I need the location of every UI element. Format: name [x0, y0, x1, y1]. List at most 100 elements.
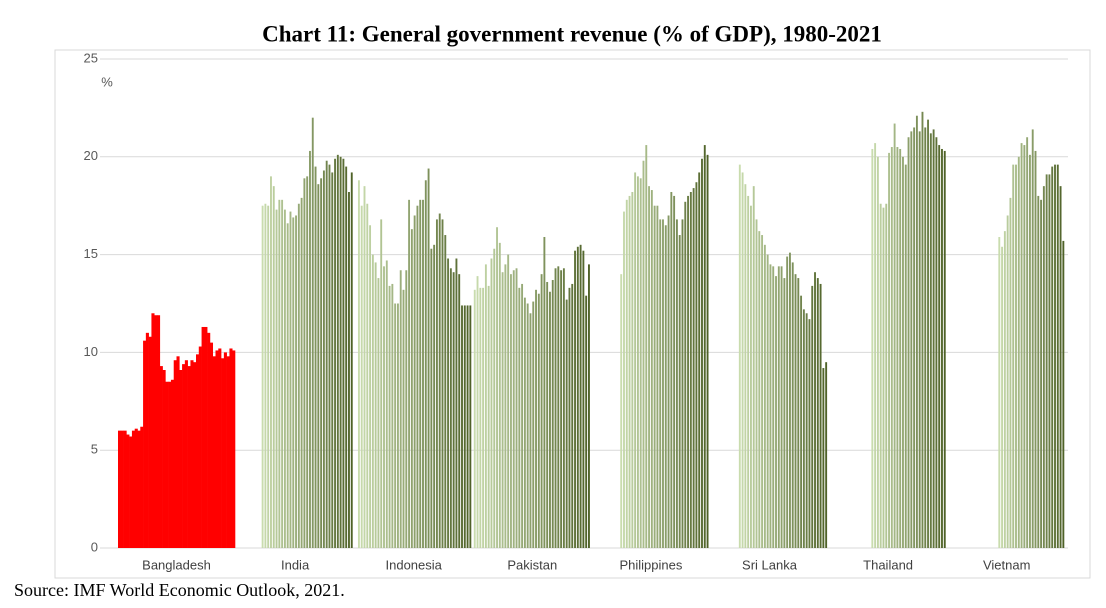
bar: [292, 217, 295, 548]
bar: [317, 184, 320, 548]
bar: [374, 262, 377, 548]
bar: [758, 231, 761, 549]
bar: [311, 117, 314, 549]
chart-frame: [54, 49, 1091, 579]
bar: [229, 348, 233, 548]
bar: [134, 428, 138, 548]
bar: [915, 115, 918, 548]
bar: [631, 192, 634, 548]
bar: [653, 205, 656, 548]
chart-title: Chart 11: General government revenue (% …: [262, 21, 882, 46]
x-tick-label: India: [281, 557, 310, 572]
bar: [320, 178, 323, 549]
bar: [811, 285, 814, 548]
bar: [184, 360, 188, 548]
bar: [371, 254, 374, 548]
bar: [348, 192, 350, 548]
bar: [498, 242, 501, 548]
bar: [579, 244, 582, 548]
bar: [461, 305, 463, 548]
bar: [935, 137, 938, 549]
bar: [336, 154, 339, 548]
bar: [123, 430, 127, 548]
source: Source: IMF World Economic Outlook, 2021…: [14, 580, 345, 600]
bar: [466, 305, 469, 548]
y-tick-label: 10: [84, 344, 98, 359]
bar: [455, 258, 458, 548]
bar: [261, 205, 264, 548]
bar: [215, 350, 219, 548]
bar: [687, 195, 689, 549]
bar: [701, 158, 703, 549]
bar: [405, 270, 408, 548]
bar: [1031, 129, 1034, 548]
y-tick-label: 20: [84, 148, 98, 163]
bar: [487, 285, 490, 548]
x-tick-label: Pakistan: [507, 557, 557, 572]
bar: [576, 246, 579, 548]
bar: [941, 148, 943, 548]
bar: [444, 235, 447, 549]
bar: [893, 123, 896, 548]
bar: [634, 172, 637, 548]
bar: [766, 254, 769, 548]
bar: [698, 172, 701, 548]
bar: [695, 182, 698, 548]
bar: [143, 340, 147, 548]
bar: [272, 186, 275, 548]
bar: [173, 360, 177, 548]
bar: [902, 156, 904, 549]
bar: [703, 145, 706, 548]
bar: [278, 199, 281, 548]
bar: [1026, 137, 1029, 549]
bar: [924, 127, 927, 549]
bar: [543, 236, 546, 548]
bar: [879, 203, 882, 548]
bar: [410, 229, 413, 548]
bar: [761, 235, 764, 549]
x-tick-label: Indonesia: [386, 557, 443, 572]
bar: [623, 211, 625, 548]
bar: [628, 195, 631, 549]
bar: [789, 252, 791, 549]
bar: [763, 244, 766, 548]
bar: [667, 215, 670, 549]
bar: [218, 348, 222, 548]
bar: [1051, 166, 1054, 548]
bar: [345, 166, 348, 548]
bar: [360, 205, 363, 548]
bar: [283, 209, 286, 548]
bar: [187, 366, 191, 548]
bar: [549, 291, 551, 548]
bar: [783, 278, 786, 548]
bar: [1006, 215, 1009, 549]
bar: [932, 129, 935, 548]
bar: [289, 211, 292, 548]
bar: [794, 274, 797, 548]
bar: [822, 368, 825, 548]
bar: [938, 145, 941, 548]
bar: [523, 297, 526, 548]
bar: [535, 289, 537, 548]
bar: [441, 219, 444, 548]
bar: [476, 276, 479, 548]
bar: [1042, 186, 1045, 548]
bar: [394, 303, 397, 548]
bar: [482, 287, 485, 548]
bar: [998, 236, 1001, 548]
bar: [904, 164, 907, 548]
bar: [585, 295, 588, 548]
bar: [625, 199, 628, 548]
bar: [1045, 174, 1048, 549]
bar: [339, 156, 342, 549]
bar: [366, 203, 369, 548]
bar: [408, 199, 411, 548]
bar: [264, 203, 267, 548]
bar: [1059, 186, 1062, 548]
bar: [620, 274, 623, 548]
bar: [154, 315, 158, 548]
bar: [1056, 164, 1059, 548]
bar: [780, 266, 783, 548]
bar: [490, 258, 493, 548]
bar: [357, 180, 360, 548]
